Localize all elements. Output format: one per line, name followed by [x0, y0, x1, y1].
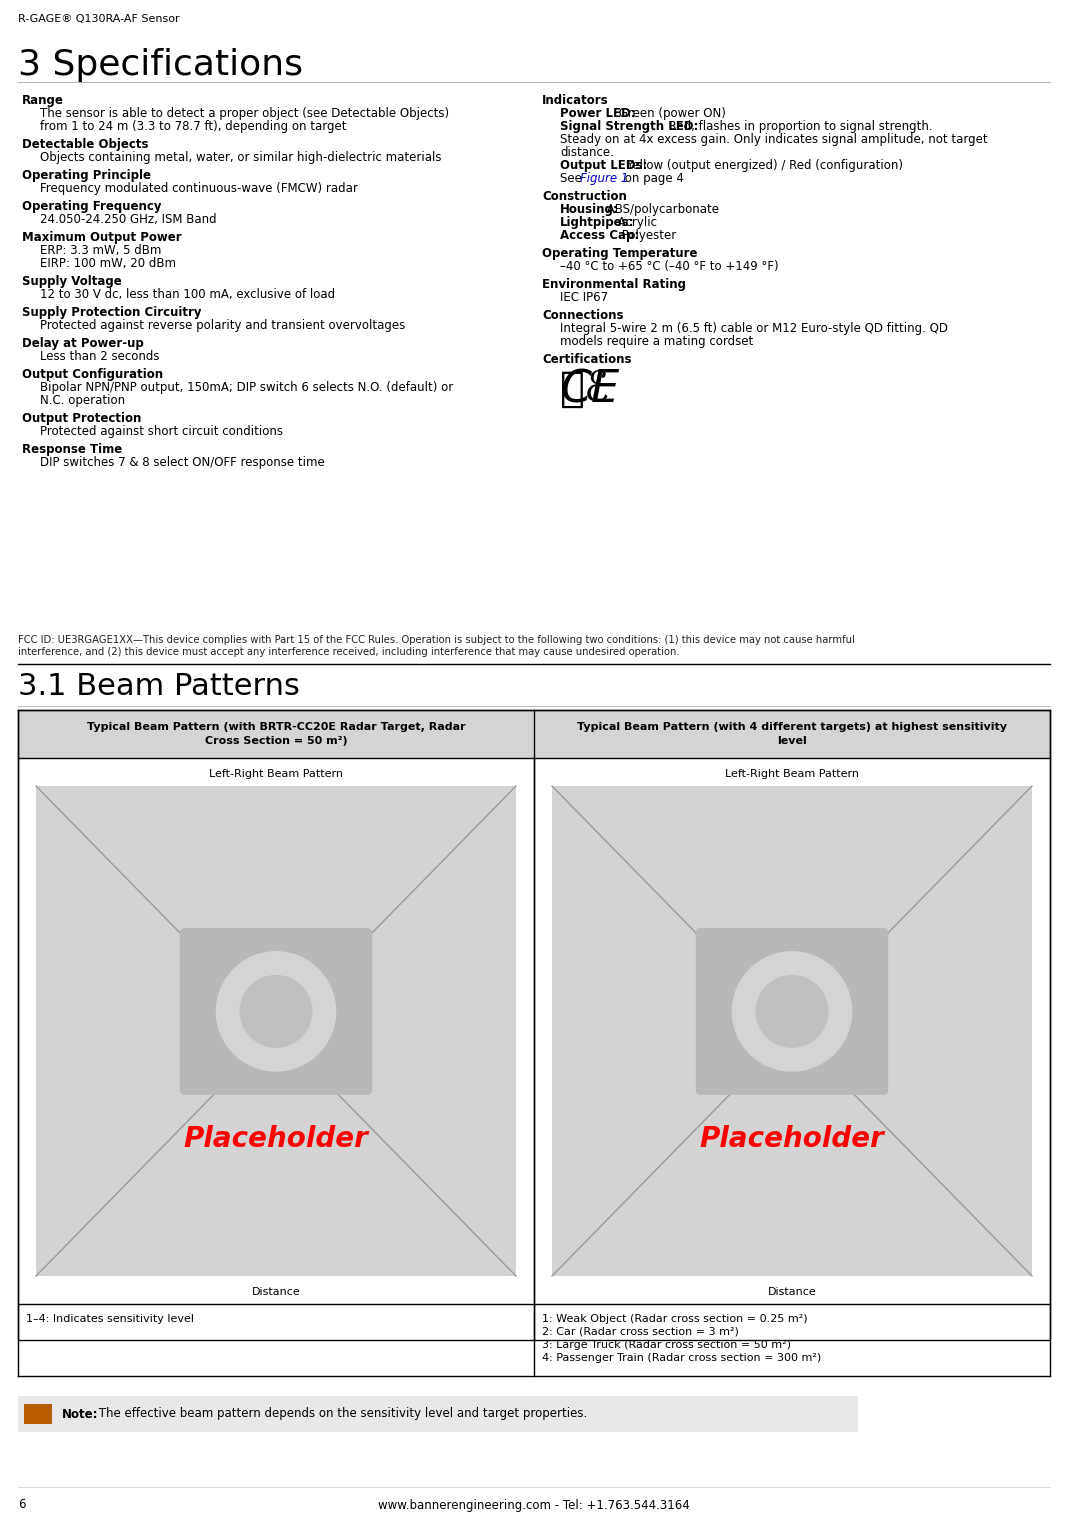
Text: Protected against short circuit conditions: Protected against short circuit conditio… — [40, 425, 283, 439]
Text: Output Configuration: Output Configuration — [22, 369, 163, 381]
Text: The sensor is able to detect a proper object (see Detectable Objects): The sensor is able to detect a proper ob… — [40, 107, 450, 120]
Text: 4: Passenger Train (Radar cross section = 300 m²): 4: Passenger Train (Radar cross section … — [541, 1352, 821, 1363]
Bar — [534, 710, 1050, 758]
Bar — [18, 710, 1050, 1340]
Text: Certifications: Certifications — [541, 353, 631, 366]
Text: Yellow (output energized) / Red (configuration): Yellow (output energized) / Red (configu… — [623, 158, 904, 172]
Text: 3.1 Beam Patterns: 3.1 Beam Patterns — [18, 672, 300, 701]
Text: Acrylic: Acrylic — [614, 216, 657, 228]
Text: Steady on at 4x excess gain. Only indicates signal amplitude, not target: Steady on at 4x excess gain. Only indica… — [560, 133, 988, 146]
Text: Objects containing metal, water, or similar high-dielectric materials: Objects containing metal, water, or simi… — [40, 151, 441, 164]
Text: models require a mating cordset: models require a mating cordset — [560, 335, 753, 347]
Text: Construction: Construction — [541, 190, 627, 203]
Bar — [18, 1397, 858, 1432]
Bar — [36, 786, 516, 1276]
Text: 6: 6 — [18, 1499, 26, 1511]
Text: Figure 1: Figure 1 — [580, 172, 628, 184]
Text: Distance: Distance — [252, 1287, 300, 1298]
Text: Housing:: Housing: — [560, 203, 618, 216]
Text: Note:: Note: — [62, 1407, 98, 1421]
Text: IEC IP67: IEC IP67 — [560, 291, 608, 305]
Text: Red, flashes in proportion to signal strength.: Red, flashes in proportion to signal str… — [665, 120, 932, 133]
Text: Range: Range — [22, 94, 64, 107]
Text: Output Protection: Output Protection — [22, 413, 141, 425]
Text: Polyester: Polyester — [618, 228, 676, 242]
Text: Protected against reverse polarity and transient overvoltages: Protected against reverse polarity and t… — [40, 318, 405, 332]
Text: 24.050-24.250 GHz, ISM Band: 24.050-24.250 GHz, ISM Band — [40, 213, 217, 225]
Text: Output LEDs:: Output LEDs: — [560, 158, 647, 172]
Text: Operating Temperature: Operating Temperature — [541, 247, 697, 260]
Text: EIRP: 100 mW, 20 dBm: EIRP: 100 mW, 20 dBm — [40, 257, 176, 270]
Text: Typical Beam Pattern (with 4 different targets) at highest sensitivity
level: Typical Beam Pattern (with 4 different t… — [577, 722, 1007, 746]
Text: Placeholder: Placeholder — [184, 1125, 368, 1153]
Text: R-GAGE® Q130RA-AF Sensor: R-GAGE® Q130RA-AF Sensor — [18, 14, 179, 24]
Text: Distance: Distance — [768, 1287, 816, 1298]
Circle shape — [756, 976, 828, 1048]
Text: www.bannerengineering.com - Tel: +1.763.544.3164: www.bannerengineering.com - Tel: +1.763.… — [378, 1499, 690, 1511]
Text: Connections: Connections — [541, 309, 624, 321]
Text: Green (power ON): Green (power ON) — [615, 107, 726, 120]
Text: interference, and (2) this device must accept any interference received, includi: interference, and (2) this device must a… — [18, 647, 679, 656]
Text: Left-Right Beam Pattern: Left-Right Beam Pattern — [725, 769, 859, 778]
Text: Response Time: Response Time — [22, 443, 122, 455]
Text: distance.: distance. — [560, 146, 614, 158]
Text: on page 4: on page 4 — [621, 172, 684, 184]
Text: Signal Strength LED:: Signal Strength LED: — [560, 120, 698, 133]
Bar — [552, 786, 1032, 1276]
Text: 2: Car (Radar cross section = 3 m²): 2: Car (Radar cross section = 3 m²) — [541, 1327, 739, 1337]
Text: Access Cap:: Access Cap: — [560, 228, 640, 242]
Text: 3 Specifications: 3 Specifications — [18, 49, 303, 82]
Text: 12 to 30 V dc, less than 100 mA, exclusive of load: 12 to 30 V dc, less than 100 mA, exclusi… — [40, 288, 335, 302]
Text: DIP switches 7 & 8 select ON/OFF response time: DIP switches 7 & 8 select ON/OFF respons… — [40, 455, 325, 469]
Text: Operating Principle: Operating Principle — [22, 169, 151, 183]
Text: Ⓒℰ: Ⓒℰ — [560, 369, 610, 410]
Text: Placeholder: Placeholder — [700, 1125, 884, 1153]
Circle shape — [240, 976, 312, 1048]
Text: Less than 2 seconds: Less than 2 seconds — [40, 350, 159, 362]
Text: from 1 to 24 m (3.3 to 78.7 ft), depending on target: from 1 to 24 m (3.3 to 78.7 ft), dependi… — [40, 120, 346, 133]
Text: 3: Large Truck (Radar cross section = 50 m²): 3: Large Truck (Radar cross section = 50… — [541, 1340, 791, 1349]
Text: ERP: 3.3 mW, 5 dBm: ERP: 3.3 mW, 5 dBm — [40, 244, 161, 257]
Text: See: See — [560, 172, 585, 184]
Text: The effective beam pattern depends on the sensitivity level and target propertie: The effective beam pattern depends on th… — [95, 1407, 587, 1421]
Text: Frequency modulated continuous-wave (FMCW) radar: Frequency modulated continuous-wave (FMC… — [40, 183, 358, 195]
Circle shape — [733, 952, 851, 1071]
Text: N.C. operation: N.C. operation — [40, 394, 125, 407]
Bar — [18, 710, 534, 758]
Text: 1: Weak Object (Radar cross section = 0.25 m²): 1: Weak Object (Radar cross section = 0.… — [541, 1314, 807, 1323]
Text: Left-Right Beam Pattern: Left-Right Beam Pattern — [209, 769, 343, 778]
Text: ABS/polycarbonate: ABS/polycarbonate — [603, 203, 719, 216]
Text: Operating Frequency: Operating Frequency — [22, 200, 161, 213]
Bar — [23, 1404, 52, 1424]
FancyBboxPatch shape — [695, 928, 889, 1095]
Text: Maximum Output Power: Maximum Output Power — [22, 231, 182, 244]
FancyBboxPatch shape — [179, 928, 373, 1095]
Text: –40 °C to +65 °C (–40 °F to +149 °F): –40 °C to +65 °C (–40 °F to +149 °F) — [560, 260, 779, 273]
Text: Environmental Rating: Environmental Rating — [541, 279, 686, 291]
Text: CE: CE — [560, 369, 619, 411]
Text: Bipolar NPN/PNP output, 150mA; DIP switch 6 selects N.O. (default) or: Bipolar NPN/PNP output, 150mA; DIP switc… — [40, 381, 453, 394]
Text: Typical Beam Pattern (with BRTR-CC20E Radar Target, Radar
Cross Section = 50 m²): Typical Beam Pattern (with BRTR-CC20E Ra… — [87, 722, 466, 746]
Text: Indicators: Indicators — [541, 94, 609, 107]
Text: Supply Protection Circuitry: Supply Protection Circuitry — [22, 306, 202, 318]
Text: FCC ID: UE3RGAGE1XX—This device complies with Part 15 of the FCC Rules. Operatio: FCC ID: UE3RGAGE1XX—This device complies… — [18, 635, 854, 646]
Circle shape — [217, 952, 335, 1071]
Text: Power LED:: Power LED: — [560, 107, 635, 120]
Text: Integral 5-wire 2 m (6.5 ft) cable or M12 Euro-style QD fitting. QD: Integral 5-wire 2 m (6.5 ft) cable or M1… — [560, 321, 948, 335]
Text: Detectable Objects: Detectable Objects — [22, 139, 148, 151]
Text: Lightpipes:: Lightpipes: — [560, 216, 634, 228]
Text: Supply Voltage: Supply Voltage — [22, 276, 122, 288]
Text: Delay at Power-up: Delay at Power-up — [22, 337, 144, 350]
Text: 1–4: Indicates sensitivity level: 1–4: Indicates sensitivity level — [26, 1314, 194, 1323]
